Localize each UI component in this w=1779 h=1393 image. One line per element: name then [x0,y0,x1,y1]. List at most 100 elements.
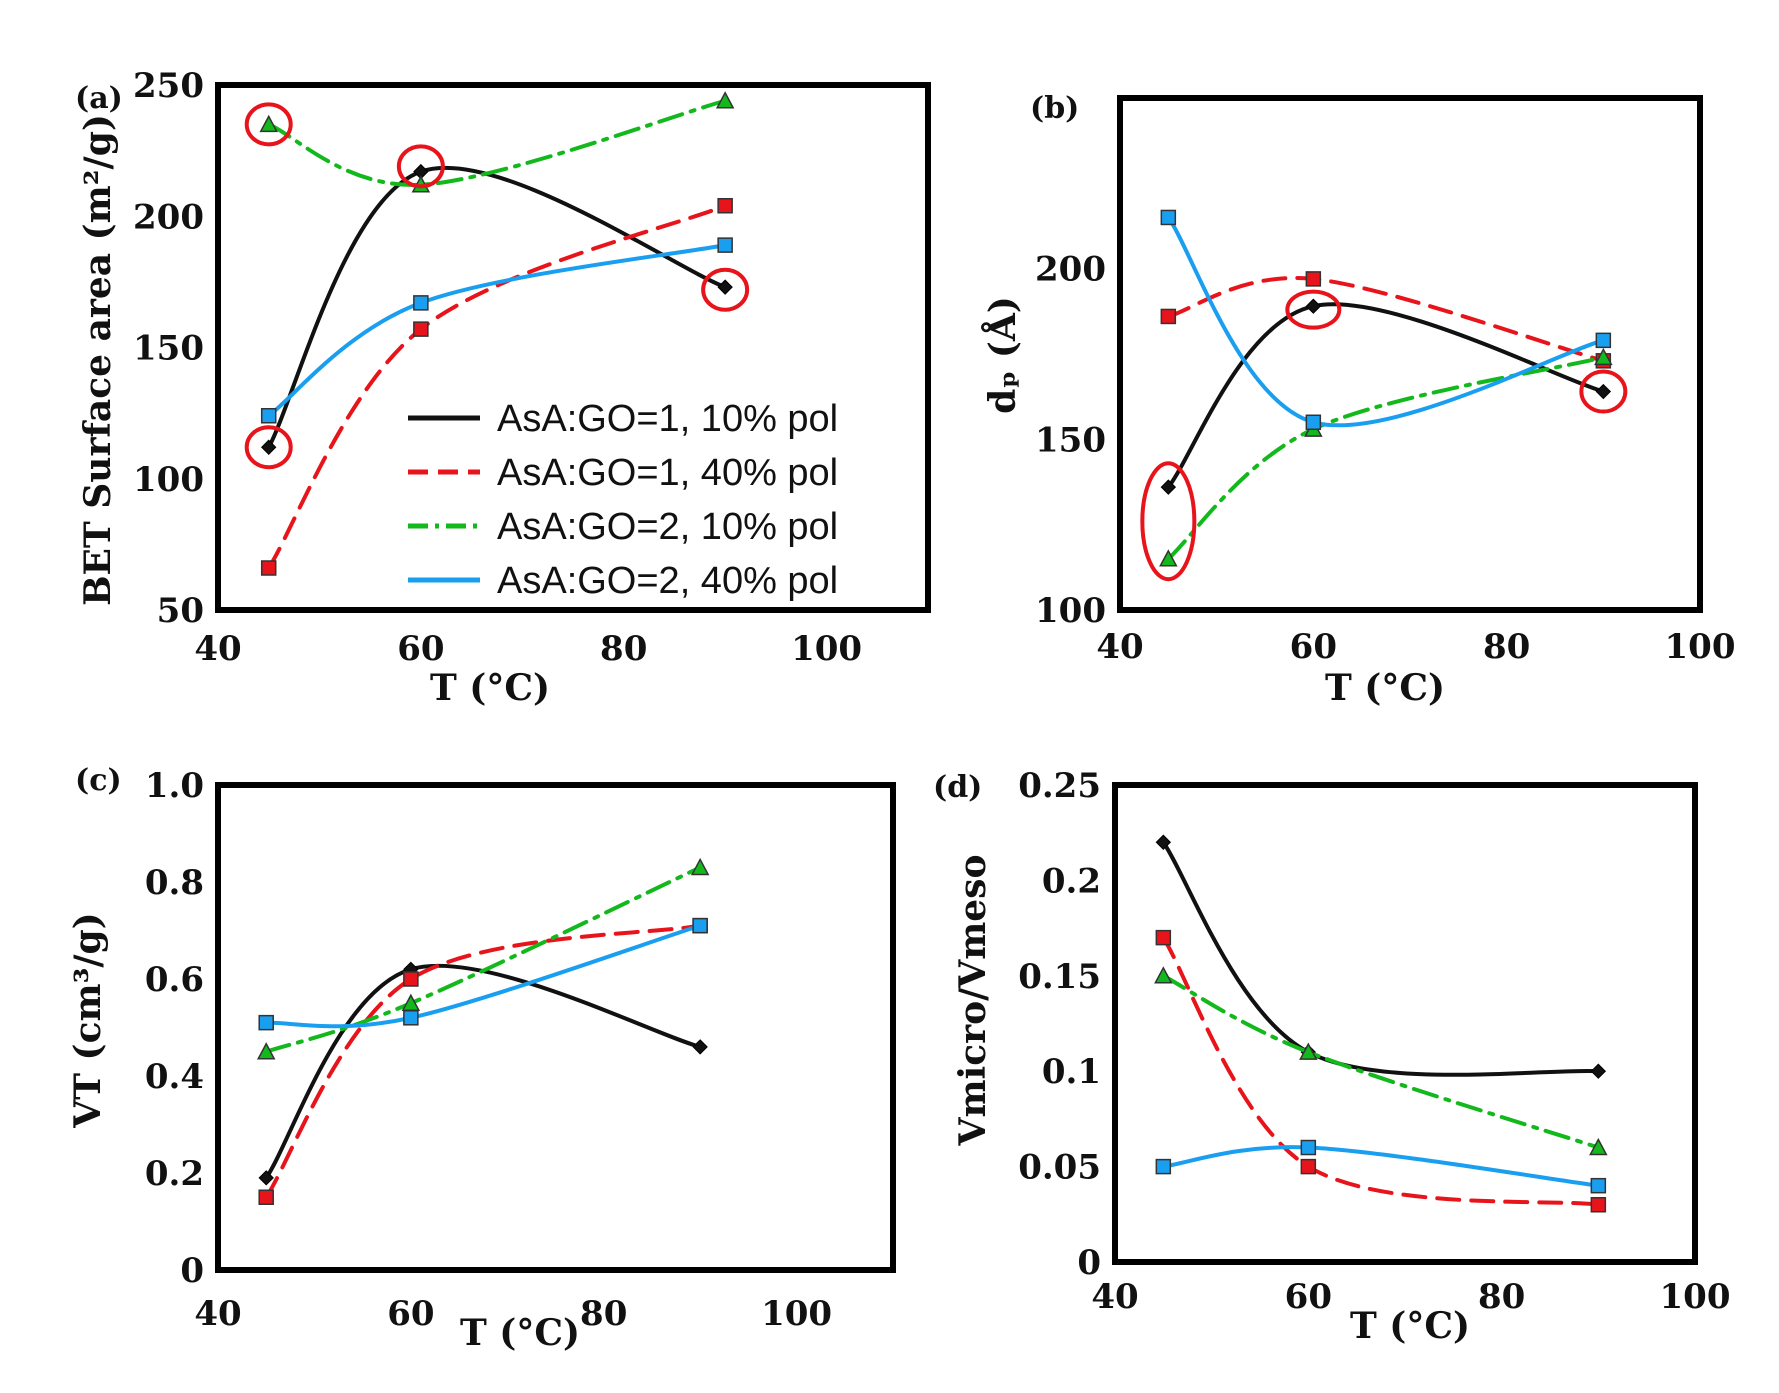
x-tick-label: 60 [1290,627,1337,667]
highlight-circle [1579,369,1628,414]
highlight-circle [396,144,445,189]
legend-entry-asa2-40: AsA:GO=2, 40% pol [497,560,838,602]
data-point-asa1-40-45 [260,560,277,576]
highlight-circle [701,267,750,312]
series-line-asa1-10 [1166,302,1606,490]
series-line-asa2-10 [264,865,703,1054]
panel-label: (a) [75,81,123,116]
y-tick-label: 0.6 [145,960,204,1000]
x-tick-label: 60 [387,1294,434,1334]
y-tick-label: 250 [133,66,204,106]
x-tick-label: 100 [791,629,862,669]
highlight-circle [1140,461,1197,582]
y-tick-label: 0 [180,1251,204,1291]
data-point-asa1-10-45 [258,1170,274,1186]
data-point-asa2-40-60 [1300,1139,1317,1156]
panel-c: 40 60 80 100 0 0.2 0.4 0.6 0.8 1.0 T (°C) VT (cm³/g… [67,763,896,1354]
series-line-asa1-40 [1166,275,1606,363]
series-line-asa2-10 [1166,355,1606,561]
y-tick-label: 1.0 [145,766,204,806]
data-point-asa1-40-60 [1300,1158,1317,1175]
panel-label: (d) [933,770,982,805]
data-point-asa1-10-90 [1595,383,1612,400]
data-point-asa2-40-60 [403,1010,419,1026]
data-point-asa2-40-90 [717,237,733,253]
y-tick-label: 150 [133,329,204,369]
y-tick-label: 200 [1035,250,1106,290]
data-point-asa2-10-60 [1299,1042,1318,1060]
y-tick-label: 0.4 [145,1057,204,1097]
panel-label: (b) [1030,91,1079,126]
series-line-asa2-40 [266,243,728,418]
data-point-asa1-40-60 [1305,271,1322,287]
legend-entry-asa1-10: AsA:GO=1, 10% pol [497,398,838,440]
y-tick-label: 0.2 [1042,861,1101,901]
data-point-asa1-40-60 [413,321,429,337]
y-tick-label: 0.1 [1042,1052,1101,1092]
data-point-asa1-10-90 [1590,1063,1607,1079]
x-tick-label: 80 [600,629,647,669]
plot-frame [1117,95,1703,613]
y-tick-label: 0.15 [1018,957,1101,997]
plot-frame [215,82,931,613]
data-point-asa1-10-90 [692,1039,708,1055]
x-axis-label: T (°C) [460,1312,580,1354]
legend-entry-asa1-40: AsA:GO=1, 40% pol [497,452,838,494]
panel-d: 40 60 80 100 0 0.05 0.1 0.15 0.2 0.25 T (°C) Vmicro… [933,766,1730,1347]
data-point-asa1-10-45 [1155,834,1172,850]
data-point-asa2-40-45 [1160,209,1177,226]
data-point-asa2-10-45 [259,114,278,133]
y-tick-label: 0.25 [1018,766,1101,806]
data-point-asa2-10-45 [256,1042,276,1060]
data-point-asa1-40-60 [403,971,419,987]
data-point-asa2-10-90 [715,91,735,109]
data-point-asa1-10-45 [261,439,277,455]
highlight-circle [244,425,293,470]
series-line-asa1-10 [1161,840,1601,1077]
x-tick-label: 40 [194,629,241,669]
data-point-asa2-40-90 [1595,332,1612,349]
data-point-asa1-40-45 [1155,929,1172,946]
data-point-asa2-40-90 [1590,1177,1607,1194]
x-axis-label: T (°C) [1325,667,1445,709]
panel-label: (c) [75,763,122,798]
panel-a: 40 60 80 100 50 100 150 200 250 T (°C) BET Surface… [75,66,931,709]
data-point-asa2-10-90 [1594,347,1613,366]
x-tick-label: 80 [1483,627,1530,667]
y-tick-label: 200 [133,197,204,237]
legend-entry-asa2-10: AsA:GO=2, 10% pol [497,506,838,548]
y-tick-label: 0.8 [145,863,204,903]
data-point-asa1-40-90 [1590,1197,1607,1213]
data-point-asa1-40-45 [258,1189,274,1205]
data-point-asa1-10-60 [1305,298,1322,314]
data-point-asa2-40-60 [413,295,429,311]
y-axis-label: Vmicro/Vmeso [952,855,994,1147]
x-tick-label: 100 [1660,1277,1731,1317]
data-point-asa1-40-45 [1160,308,1177,325]
y-tick-label: 50 [157,591,204,631]
series-line-asa2-40 [1166,215,1606,428]
y-axis-label: VT (cm³/g) [67,912,109,1128]
x-axis-label: T (°C) [1350,1305,1470,1347]
plot-frame [215,782,896,1273]
x-tick-label: 60 [1285,1277,1332,1317]
data-point-asa2-10-90 [1589,1137,1608,1156]
y-tick-label: 150 [1035,420,1106,460]
highlight-circle [244,102,293,147]
series-line-asa1-40 [264,923,703,1200]
series-line-asa2-40 [1161,1145,1601,1188]
chart-layer: 40 60 80 100 50 100 150 200 250 T (°C) BET Surface… [67,66,1735,1354]
x-axis-label: T (°C) [430,667,550,709]
x-tick-label: 100 [761,1294,832,1334]
data-point-asa2-10-45 [1154,966,1173,984]
x-tick-label: 40 [1096,627,1143,667]
data-point-asa2-10-45 [1159,549,1178,567]
y-tick-label: 0.05 [1018,1148,1101,1188]
x-tick-label: 80 [1478,1277,1525,1317]
series-line-asa2-10 [266,98,728,187]
data-point-asa2-40-45 [258,1014,274,1031]
x-tick-label: 80 [580,1294,627,1334]
panel-b: 40 60 80 100 100 150 200 T (°C) dₚ (Å) (b) [982,91,1735,709]
data-point-asa2-40-90 [692,917,708,934]
